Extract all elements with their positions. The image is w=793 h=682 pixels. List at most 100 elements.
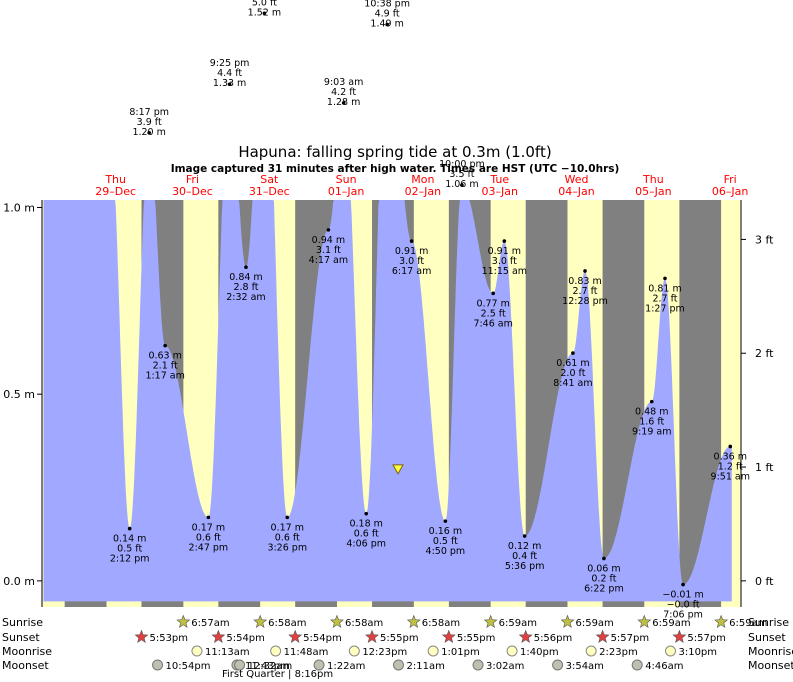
sunset-icon [595,629,610,643]
sunrise-icon [253,614,268,628]
sunrise-time: 6:59am [729,618,767,629]
moonrise-icon [506,645,518,657]
sunset-icon [518,629,533,643]
low-tide-label: 0.17 m0.6 ft2:47 pm [189,515,229,553]
current-level-marker [392,464,404,475]
high-tide-label: 0.81 m2.7 ft1:27 pm [645,276,685,314]
high-tide-label: 0.48 m1.6 ft9:19 am [632,399,671,438]
tide-area [43,200,732,602]
high-tide-label: 0.91 m3.0 ft6:17 am [392,239,431,277]
extreme-time: 2:47 pm [189,542,229,553]
day-of-week: Tue [489,173,509,186]
day-date: 02–Jan [405,185,441,198]
row-label-left: Moonset [2,659,49,672]
extreme-ft: 3.0 ft [492,256,517,267]
extreme-point [571,351,575,355]
extreme-point [326,228,331,232]
row-label-left: Sunset [2,631,40,644]
extreme-time: 8:41 am [553,378,592,389]
extreme-time: 8:17 pm [129,107,169,118]
extreme-time: 2:32 am [226,292,265,303]
extreme-point [364,511,369,516]
moonrise-icon [585,645,597,657]
row-label-right: Sunrise [748,616,789,629]
high-tide-label: 10:38 pm4.9 ft1.49 m [364,0,410,30]
extreme-ft: 3.9 ft [137,117,162,128]
extreme-point [522,534,527,538]
extreme-ft: 3.1 ft [316,245,341,256]
sunset-time: 5:55pm [457,633,496,644]
moonset-icon [313,659,325,671]
moonset-time: 3:54am [566,661,604,672]
extreme-point [663,276,667,281]
extreme-m: 0.91 m [395,246,428,257]
extreme-point [460,183,464,187]
sunrise-time: 6:57am [191,618,229,629]
y-tick-label-m: 0.5 m [3,388,35,401]
low-tide-label: 0.06 m0.2 ft6:22 pm [584,556,624,594]
extreme-time: 2:12 pm [110,554,150,565]
extreme-m: 0.48 m [635,407,668,418]
low-tide-label: 0.17 m0.6 ft3:26 pm [267,515,307,553]
extreme-ft: 1.2 ft [718,461,743,472]
low-tide-label: −0.01 m−0.0 ft7:06 pm [662,582,704,621]
row-label-right: Sunset [748,631,786,644]
day-date: 06–Jan [712,185,748,198]
extreme-time: 12:28 pm [562,296,608,307]
extreme-time: 7:46 am [473,318,512,329]
low-tide-label: 0.14 m0.5 ft2:12 pm [110,526,150,565]
extreme-m: 0.06 m [587,563,620,574]
extreme-time: 9:25 pm [210,58,250,69]
axes: 1.0 m 0.5 m 0.0 m 3 ft 2 ft 1 ft 0 ft [3,201,774,587]
moonset-time: 11:43pm [245,661,290,672]
moonset-time: 4:46am [645,661,683,672]
sunset-time: 5:53pm [149,633,188,644]
extreme-m: 0.36 m [714,451,747,462]
extreme-m: 0.18 m [349,519,382,530]
extreme-ft: 0.5 ft [117,544,142,555]
sunrise-time: 6:58am [422,618,460,629]
sunrise-icon [330,614,344,628]
y-tick-label-ft: 0 ft [755,575,774,588]
extreme-time: 4:17 am [309,255,348,266]
chart-subtitle: Image captured 31 minutes after high wat… [171,163,620,175]
chart-frame [41,200,742,607]
sunrise-time: 6:59am [499,618,537,629]
day-of-week: Thu [104,173,126,186]
extreme-ft: 2.7 ft [652,293,677,304]
high-tide-label: 8:17 am5.0 ft1.52 m [248,0,281,18]
extreme-ft: 4.9 ft [375,9,400,20]
extreme-ft: 4.2 ft [331,87,356,98]
moonset-icon [631,659,643,671]
sunset-time: 5:55pm [380,633,419,644]
extreme-m: 0.84 m [229,272,262,283]
y-tick-label-ft: 3 ft [755,233,774,246]
extreme-time: 9:51 am [711,471,750,482]
extreme-ft: 4.4 ft [217,68,242,79]
extreme-point [385,22,389,27]
extreme-m: 0.16 m [429,526,462,537]
extreme-m: 0.63 m [148,351,181,362]
high-tide-label: 0.61 m2.0 ft8:41 am [553,351,593,389]
extreme-point [583,269,587,273]
y-tick-label-ft: 2 ft [755,347,774,360]
extreme-ft: 0.5 ft [433,536,458,547]
moonset-time: 12:32am [248,661,293,672]
moonset-icon [234,659,246,671]
moonset-icon [472,659,484,671]
extreme-m: 0.61 m [556,358,589,369]
extreme-point [728,444,733,449]
extreme-time: 9:03 am [324,77,363,88]
row-label-left: Moonrise [2,645,52,658]
extreme-m: 0.83 m [568,276,601,287]
moonrise-icon [427,645,439,657]
extreme-point [502,239,507,243]
extreme-point [649,399,654,404]
moonset-icon [552,659,564,671]
moonset-time: 1:22am [327,661,365,672]
day-date: 04–Jan [558,185,594,198]
sunrise-time: 6:58am [345,618,383,629]
